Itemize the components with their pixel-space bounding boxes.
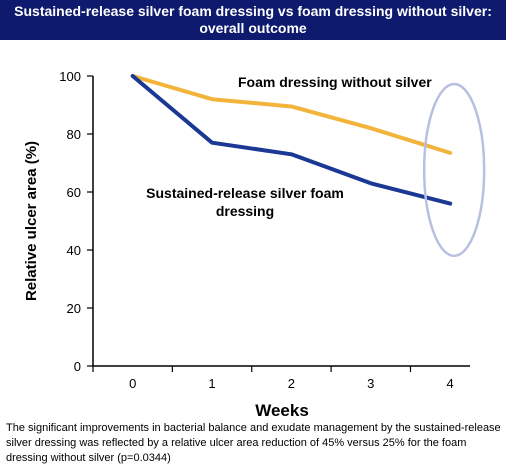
chart-title-bar: Sustained-release silver foam dressing v… xyxy=(0,0,506,40)
x-tick-label: 3 xyxy=(367,376,374,391)
y-ticks: 0 20 40 60 80 100 xyxy=(59,69,93,374)
chart-title-line-1: Sustained-release silver foam dressing v… xyxy=(14,3,492,19)
y-tick-label: 60 xyxy=(67,185,81,200)
series-label-foam: Foam dressing without silver xyxy=(238,74,432,90)
x-tick-label: 1 xyxy=(208,376,215,391)
series-line-silver-foam xyxy=(130,74,453,206)
highlight-ellipse xyxy=(422,82,486,258)
x-ticks: 0 1 2 3 4 xyxy=(92,366,454,391)
y-axis-title: Relative ulcer area (%) xyxy=(23,141,40,301)
x-tick-label: 4 xyxy=(447,376,454,391)
x-axis-title: Weeks xyxy=(255,401,309,420)
series-layer xyxy=(130,74,453,206)
y-tick-label: 80 xyxy=(67,127,81,142)
y-tick-label: 0 xyxy=(74,359,81,374)
y-tick-label: 20 xyxy=(67,301,81,316)
y-tick-label: 40 xyxy=(67,243,81,258)
line-chart: 0 20 40 60 80 100 0 1 2 3 4 Foam dressing without… xyxy=(23,69,486,420)
series-label-silver-line-2: dressing xyxy=(216,203,274,219)
x-tick-label: 0 xyxy=(129,376,136,391)
chart-title-line-2: overall outcome xyxy=(199,20,307,36)
series-label-silver-line-1: Sustained-release silver foam xyxy=(146,185,344,201)
chart-caption: The significant improvements in bacteria… xyxy=(6,422,501,464)
x-tick-label: 2 xyxy=(288,376,295,391)
series-line-foam-without-silver xyxy=(130,74,453,155)
y-tick-label: 100 xyxy=(59,69,81,84)
